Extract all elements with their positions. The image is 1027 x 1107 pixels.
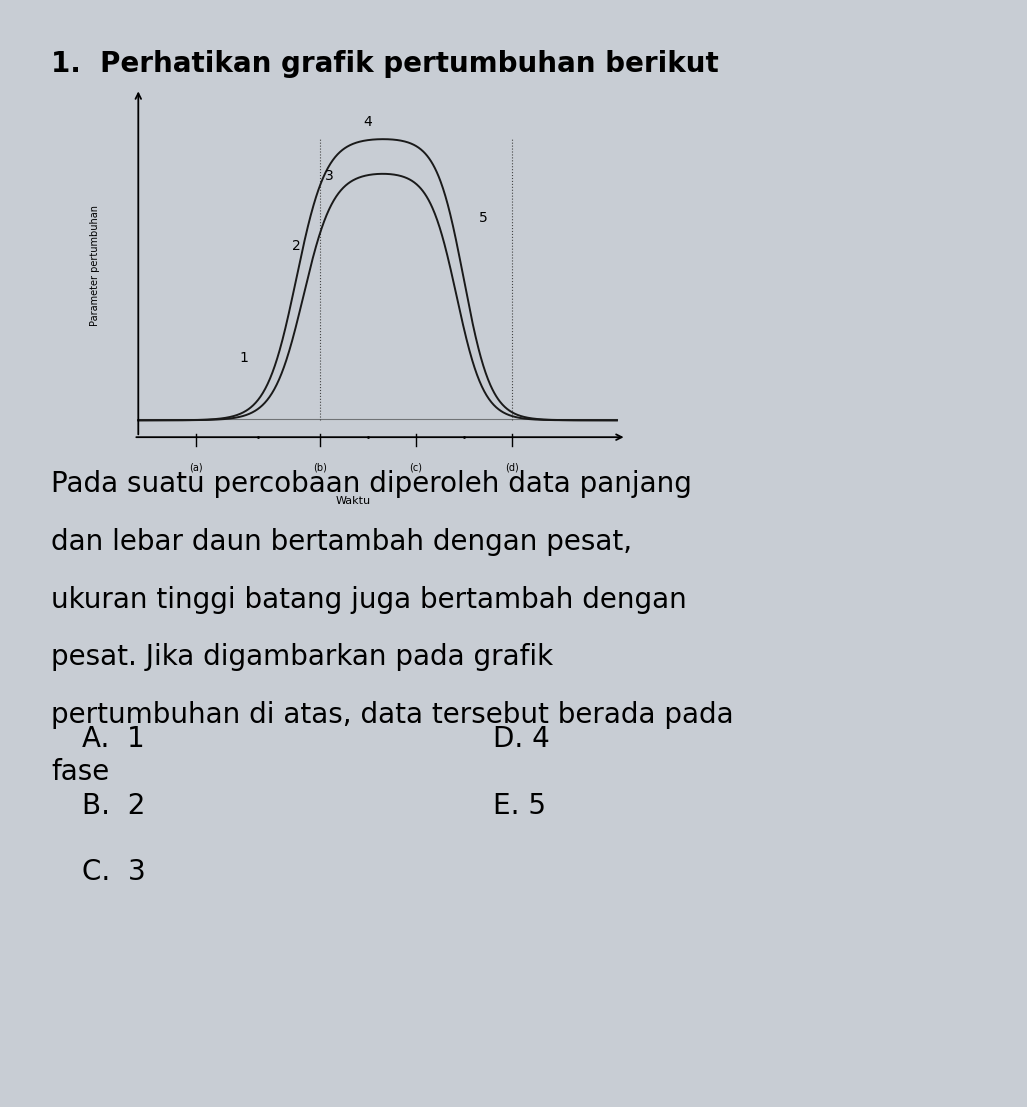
Text: B.  2: B. 2 xyxy=(82,792,146,819)
Text: 5: 5 xyxy=(479,211,487,225)
Text: Parameter pertumbuhan: Parameter pertumbuhan xyxy=(90,205,101,327)
Text: 1.  Perhatikan grafik pertumbuhan berikut: 1. Perhatikan grafik pertumbuhan berikut xyxy=(51,50,719,77)
Text: 2: 2 xyxy=(292,239,301,254)
Text: 1: 1 xyxy=(239,351,249,365)
Text: A.  1: A. 1 xyxy=(82,725,145,753)
Text: E. 5: E. 5 xyxy=(493,792,546,819)
Text: C.  3: C. 3 xyxy=(82,858,146,886)
Text: D. 4: D. 4 xyxy=(493,725,549,753)
Text: Waktu: Waktu xyxy=(336,496,371,506)
Text: 3: 3 xyxy=(326,168,334,183)
Text: (c): (c) xyxy=(410,463,422,473)
Text: Pada suatu percobaan diperoleh data panjang: Pada suatu percobaan diperoleh data panj… xyxy=(51,470,692,498)
Text: ukuran tinggi batang juga bertambah dengan: ukuran tinggi batang juga bertambah deng… xyxy=(51,586,687,613)
Text: 4: 4 xyxy=(364,115,373,130)
Text: fase: fase xyxy=(51,758,110,786)
Text: pesat. Jika digambarkan pada grafik: pesat. Jika digambarkan pada grafik xyxy=(51,643,554,671)
Text: (b): (b) xyxy=(313,463,328,473)
Text: (d): (d) xyxy=(504,463,519,473)
Text: dan lebar daun bertambah dengan pesat,: dan lebar daun bertambah dengan pesat, xyxy=(51,528,633,556)
Text: (a): (a) xyxy=(189,463,202,473)
Text: pertumbuhan di atas, data tersebut berada pada: pertumbuhan di atas, data tersebut berad… xyxy=(51,701,734,728)
